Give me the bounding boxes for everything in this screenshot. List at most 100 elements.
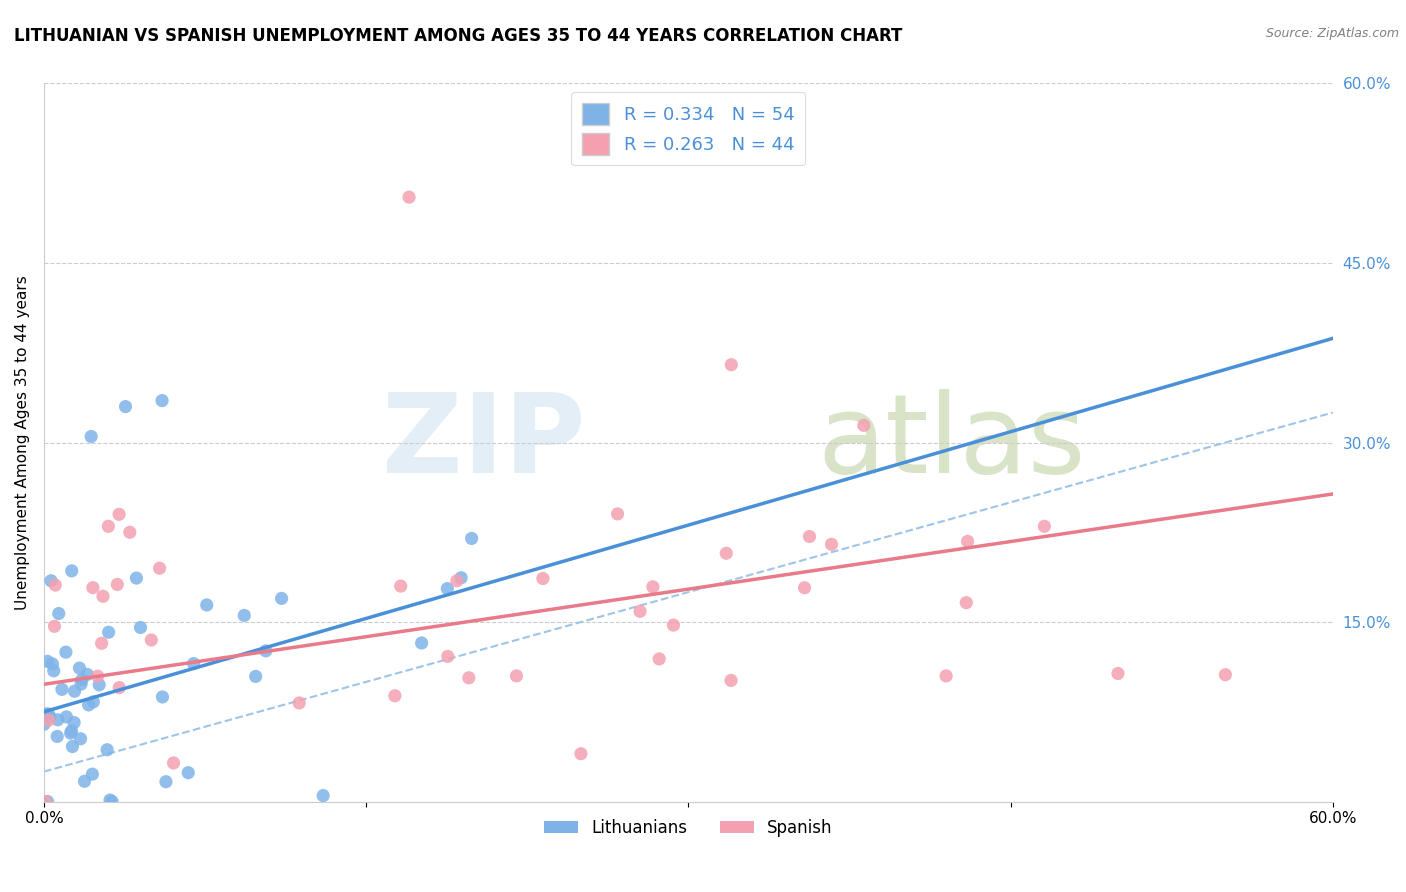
Point: [82, 767, 104, 781]
Point: [720, 673, 742, 688]
Point: [60, 723, 83, 738]
Point: [60, 564, 83, 578]
Point: [793, 581, 815, 595]
Point: [398, 190, 420, 204]
Point: [90, 636, 112, 650]
Point: [460, 532, 482, 546]
Point: [720, 358, 742, 372]
Point: [34, 795, 56, 809]
Point: [389, 579, 412, 593]
Point: [820, 537, 842, 551]
Point: [384, 689, 406, 703]
Point: [77, 698, 100, 712]
Text: ZIP: ZIP: [382, 389, 585, 496]
Point: [76, 667, 98, 681]
Point: [716, 546, 738, 560]
Point: [628, 604, 651, 618]
Point: [39, 574, 62, 588]
Point: [37, 795, 59, 809]
Text: Source: ZipAtlas.com: Source: ZipAtlas.com: [1265, 27, 1399, 40]
Point: [101, 795, 124, 809]
Point: [195, 598, 218, 612]
Point: [152, 690, 174, 704]
Point: [55, 710, 77, 724]
Point: [1107, 666, 1129, 681]
Point: [411, 636, 433, 650]
Point: [37, 654, 59, 668]
Point: [96, 743, 118, 757]
Point: [51, 682, 73, 697]
Point: [108, 681, 131, 695]
Point: [82, 581, 104, 595]
Point: [70, 677, 93, 691]
Point: [141, 632, 163, 647]
Point: [97, 519, 120, 533]
Point: [852, 418, 875, 433]
Point: [606, 507, 628, 521]
Point: [288, 696, 311, 710]
Text: LITHUANIAN VS SPANISH UNEMPLOYMENT AMONG AGES 35 TO 44 YEARS CORRELATION CHART: LITHUANIAN VS SPANISH UNEMPLOYMENT AMONG…: [14, 27, 903, 45]
Point: [955, 596, 977, 610]
Point: [935, 669, 957, 683]
Point: [245, 669, 267, 683]
Point: [129, 620, 152, 634]
Point: [162, 756, 184, 770]
Point: [155, 774, 177, 789]
Point: [38, 713, 60, 727]
Point: [108, 508, 131, 522]
Point: [183, 657, 205, 671]
Point: [91, 589, 114, 603]
Point: [956, 534, 979, 549]
Point: [177, 765, 200, 780]
Point: [46, 713, 69, 727]
Point: [38, 706, 60, 721]
Point: [67, 661, 90, 675]
Point: [59, 726, 82, 740]
Point: [32, 717, 55, 731]
Point: [70, 673, 93, 687]
Point: [42, 664, 65, 678]
Point: [82, 695, 104, 709]
Point: [1215, 667, 1237, 681]
Point: [63, 684, 86, 698]
Point: [114, 400, 136, 414]
Point: [648, 652, 671, 666]
Point: [799, 529, 821, 543]
Point: [97, 625, 120, 640]
Point: [150, 393, 173, 408]
Point: [505, 669, 527, 683]
Point: [457, 671, 479, 685]
Point: [254, 644, 277, 658]
Point: [73, 774, 96, 789]
Point: [89, 678, 111, 692]
Point: [86, 669, 108, 683]
Point: [270, 591, 292, 606]
Point: [233, 608, 256, 623]
Point: [436, 582, 458, 596]
Point: [118, 525, 141, 540]
Point: [569, 747, 592, 761]
Point: [69, 731, 91, 746]
Point: [44, 578, 66, 592]
Point: [98, 793, 121, 807]
Point: [63, 715, 86, 730]
Point: [105, 577, 128, 591]
Point: [46, 730, 69, 744]
Text: atlas: atlas: [817, 389, 1085, 496]
Point: [662, 618, 685, 632]
Y-axis label: Unemployment Among Ages 35 to 44 years: Unemployment Among Ages 35 to 44 years: [15, 275, 30, 610]
Point: [450, 571, 472, 585]
Point: [60, 739, 83, 754]
Point: [1033, 519, 1056, 533]
Point: [446, 574, 468, 588]
Point: [148, 561, 170, 575]
Point: [641, 580, 664, 594]
Point: [80, 429, 103, 443]
Point: [44, 619, 66, 633]
Point: [35, 706, 58, 721]
Point: [38, 709, 60, 723]
Point: [531, 572, 554, 586]
Point: [312, 789, 335, 803]
Point: [436, 649, 458, 664]
Legend: Lithuanians, Spanish: Lithuanians, Spanish: [537, 813, 839, 844]
